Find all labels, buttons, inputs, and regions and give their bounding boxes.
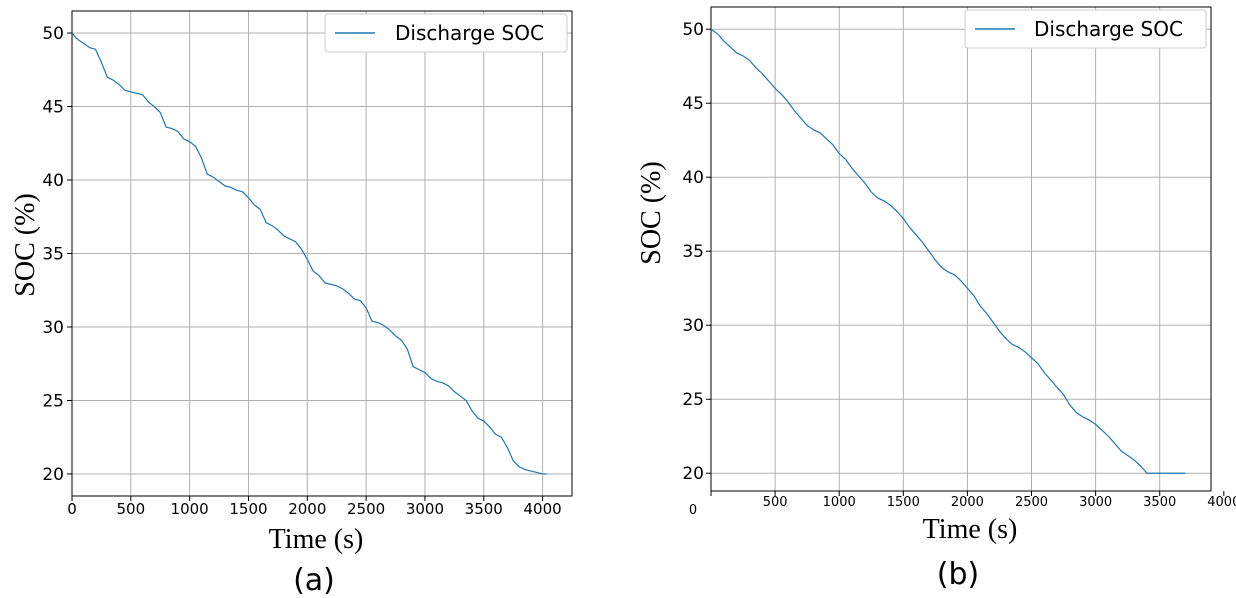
x-tick-label: 1500 bbox=[887, 495, 920, 510]
x-tick-label: 500 bbox=[117, 500, 146, 518]
x-tick-label: 2500 bbox=[347, 500, 385, 518]
x-tick-label: 1000 bbox=[171, 500, 209, 518]
y-axis-label: SOC (%) bbox=[10, 193, 41, 296]
y-tick-label: 35 bbox=[682, 242, 704, 262]
y-tick-label: 35 bbox=[42, 245, 64, 265]
panel-caption: (a) bbox=[293, 563, 335, 598]
x-axis-ticks: 0 500 1000 1500 2000 2500 3000 3500 4000 bbox=[689, 491, 1236, 518]
legend-label: Discharge SOC bbox=[1034, 17, 1183, 41]
y-tick-label: 45 bbox=[42, 98, 64, 118]
x-tick-label: 1000 bbox=[823, 495, 856, 510]
x-tick-label: 0 bbox=[67, 500, 77, 518]
legend: Discharge SOC bbox=[324, 13, 568, 53]
x-tick-label: 3500 bbox=[465, 500, 503, 518]
y-tick-label: 20 bbox=[682, 464, 704, 484]
y-tick-label: 25 bbox=[42, 391, 64, 411]
legend: Discharge SOC bbox=[964, 9, 1207, 49]
y-tick-label: 25 bbox=[682, 390, 704, 410]
y-axis-label: SOC (%) bbox=[636, 161, 667, 264]
x-axis-ticks: 0 500 1000 1500 2000 2500 3000 3500 4000 bbox=[67, 496, 562, 518]
discharge-soc-line bbox=[71, 32, 548, 475]
x-tick-label: 2500 bbox=[1015, 495, 1048, 510]
legend-label: Discharge SOC bbox=[395, 21, 544, 45]
y-axis-ticks: 20 25 30 35 40 45 50 bbox=[42, 24, 72, 485]
x-tick-label: 3500 bbox=[1143, 495, 1176, 510]
y-tick-label: 30 bbox=[42, 318, 64, 338]
x-tick-label: 1500 bbox=[229, 500, 267, 518]
y-tick-label: 50 bbox=[682, 20, 704, 40]
y-tick-label: 40 bbox=[42, 171, 64, 191]
y-tick-label: 40 bbox=[682, 168, 704, 188]
chart-panel-b: 0 500 1000 1500 2000 2500 3000 3500 4000 20 25 30 3… bbox=[636, 6, 1236, 592]
panel-caption: (b) bbox=[937, 557, 979, 592]
grid-lines bbox=[711, 7, 1211, 491]
x-axis-label: Time (s) bbox=[269, 524, 364, 555]
y-tick-label: 45 bbox=[682, 94, 704, 114]
y-tick-label: 30 bbox=[682, 316, 704, 336]
legend-box bbox=[964, 9, 1207, 49]
y-axis-ticks: 20 25 30 35 40 45 50 bbox=[682, 20, 711, 484]
x-tick-label: 2000 bbox=[951, 495, 984, 510]
x-tick-label: 4000 bbox=[1207, 495, 1236, 510]
x-tick-label: 3000 bbox=[406, 500, 444, 518]
plot-frame bbox=[710, 6, 1212, 492]
legend-box bbox=[324, 13, 568, 53]
grid-lines bbox=[72, 11, 572, 496]
y-tick-label: 50 bbox=[42, 24, 64, 44]
x-tick-label: 3000 bbox=[1079, 495, 1112, 510]
x-tick-label: 2000 bbox=[288, 500, 326, 518]
discharge-soc-line bbox=[710, 28, 1186, 474]
x-tick-label: 500 bbox=[763, 495, 788, 510]
y-tick-label: 20 bbox=[42, 465, 64, 485]
x-tick-label: 0 bbox=[689, 503, 697, 518]
chart-panel-a: 0 500 1000 1500 2000 2500 3000 3500 4000 20 25 30 3… bbox=[10, 10, 573, 598]
x-axis-label: Time (s) bbox=[923, 514, 1018, 545]
x-tick-label: 4000 bbox=[523, 500, 561, 518]
